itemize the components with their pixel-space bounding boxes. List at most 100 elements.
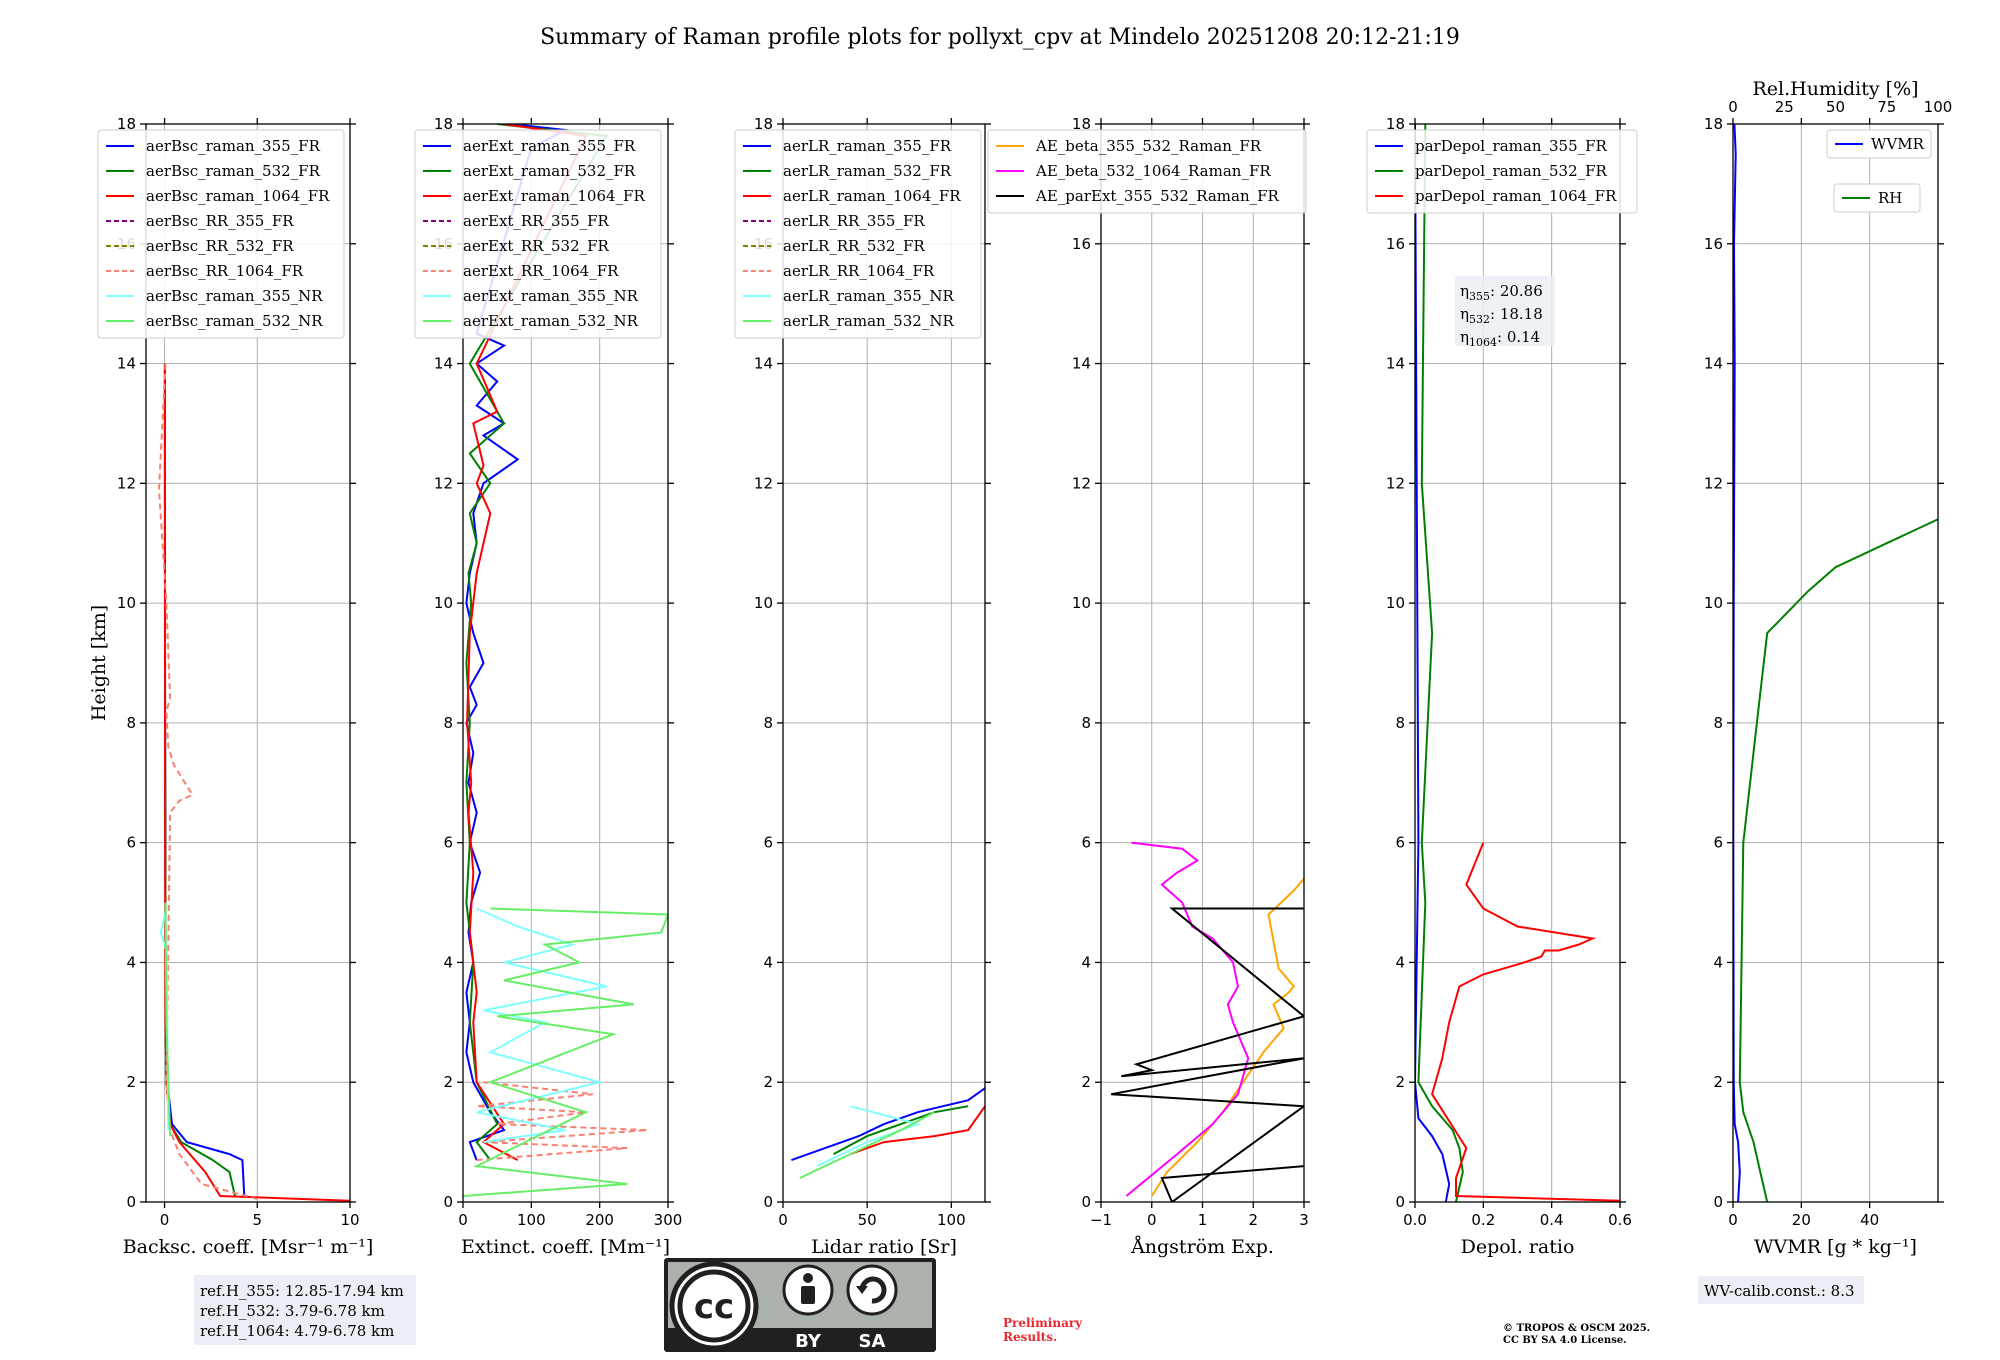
y-tick-label: 6 — [126, 834, 136, 852]
panel-bsc: 0246810121416180510Backsc. coeff. [Msr⁻¹… — [88, 115, 373, 1258]
y-tick-label: 0 — [126, 1193, 136, 1211]
y-tick-label: 8 — [1081, 714, 1091, 732]
y-tick-label: 2 — [126, 1073, 136, 1091]
legend-label: AE_parExt_355_532_Raman_FR — [1035, 187, 1280, 205]
legend-box — [734, 129, 982, 339]
y-tick-label: 4 — [1713, 953, 1723, 971]
series-line-aerBsc_raman_532_NR — [164, 902, 172, 1137]
y-tick-label: 18 — [1072, 115, 1091, 133]
cc-license-badge: cc BY SA — [664, 1258, 936, 1352]
y-tick-label: 4 — [126, 953, 136, 971]
y-tick-label: 14 — [1386, 355, 1405, 373]
x2-tick-label: 0 — [1728, 98, 1738, 116]
series-line-aerExt_raman_355_NR — [476, 907, 607, 1144]
legend-box — [1366, 129, 1638, 214]
ref-h-1064: ref.H_1064: 4.79-6.78 km — [200, 1322, 394, 1340]
legend-label: parDepol_raman_532_FR — [1415, 162, 1608, 180]
cc-logo-text: cc — [694, 1287, 734, 1327]
legend-box — [1833, 183, 1921, 213]
legend-label: aerExt_raman_355_NR — [463, 287, 639, 305]
eta-355: η355: 20.86 — [1460, 282, 1543, 303]
y-tick-label: 10 — [434, 594, 453, 612]
y-tick-label: 12 — [1704, 474, 1723, 492]
panel-ext: 0246810121416180100200300Extinct. coeff.… — [414, 115, 682, 1258]
series-line-parDepol_raman_532_FR — [1417, 124, 1464, 1202]
preliminary-line-2: Results. — [1003, 1330, 1057, 1344]
x-tick-label: 200 — [585, 1211, 614, 1229]
eta-symbol: η — [1460, 282, 1469, 300]
legend-label: aerExt_raman_532_FR — [463, 162, 636, 180]
panel-lr: 024681012141618050100Lidar ratio [Sr]aer… — [734, 115, 991, 1258]
y-tick-label: 0 — [1081, 1193, 1091, 1211]
y-tick-label: 8 — [443, 714, 453, 732]
legend-label: aerBsc_raman_355_NR — [146, 287, 323, 305]
y-tick-label: 12 — [434, 474, 453, 492]
y-tick-label: 12 — [1386, 474, 1405, 492]
y-tick-label: 2 — [1395, 1073, 1405, 1091]
series-line-aerExt_raman_1064_FR — [466, 124, 588, 1161]
eta-subscript: 355 — [1469, 290, 1490, 303]
x2-tick-label: 50 — [1826, 98, 1845, 116]
series-line-aerExt_raman_532_NR — [463, 907, 668, 1197]
eta-value: : 0.14 — [1497, 328, 1540, 346]
figure-title: Summary of Raman profile plots for polly… — [540, 25, 1460, 50]
ref-h-355: ref.H_355: 12.85-17.94 km — [200, 1282, 404, 1300]
series-line-aerLR_raman_1064_FR — [849, 1105, 985, 1156]
series-line-aerLR_raman_532_NR — [799, 1111, 935, 1179]
eta-value: : 18.18 — [1490, 305, 1543, 323]
y-tick-label: 4 — [1081, 953, 1091, 971]
y-tick-label: 10 — [117, 594, 136, 612]
y-axis-label: Height [km] — [88, 605, 110, 721]
x-axis-label: WVMR [g * kg⁻¹] — [1754, 1236, 1917, 1258]
y-tick-label: 0 — [763, 1193, 773, 1211]
legend-label: RH — [1878, 189, 1902, 207]
x-tick-label: 100 — [937, 1211, 966, 1229]
x-tick-label: 1 — [1198, 1211, 1208, 1229]
preliminary-note: Preliminary Results. — [1003, 1316, 1083, 1344]
x-tick-label: 20 — [1792, 1211, 1811, 1229]
legend-label: AE_beta_532_1064_Raman_FR — [1035, 162, 1271, 180]
legend-label: aerLR_RR_1064_FR — [783, 262, 935, 280]
series-line-AE_beta_355_532_Raman_FR — [1150, 877, 1304, 1197]
eta-value: : 20.86 — [1490, 282, 1543, 300]
axes-frame — [782, 123, 986, 1203]
series-line-parDepol_raman_1064_FR — [1431, 842, 1620, 1202]
y-tick-label: 14 — [434, 355, 453, 373]
y-tick-label: 18 — [434, 115, 453, 133]
plot-area-dep — [1415, 124, 1620, 1202]
plot-area-bsc — [157, 363, 350, 1202]
y-tick-label: 0 — [1713, 1193, 1723, 1211]
y-tick-label: 18 — [754, 115, 773, 133]
legend-label: aerLR_raman_532_FR — [783, 162, 952, 180]
legend-label: aerExt_RR_355_FR — [463, 212, 610, 230]
legend-label: aerBsc_raman_532_FR — [146, 162, 321, 180]
preliminary-line-1: Preliminary — [1003, 1316, 1083, 1330]
y-tick-label: 2 — [443, 1073, 453, 1091]
x2-tick-label: 100 — [1924, 98, 1953, 116]
series-line-aerBsc_raman_532_FR — [163, 363, 236, 1197]
y-tick-label: 4 — [443, 953, 453, 971]
y-tick-label: 18 — [117, 115, 136, 133]
y-tick-label: 8 — [1713, 714, 1723, 732]
y-tick-label: 10 — [1386, 594, 1405, 612]
x-tick-label: 50 — [858, 1211, 877, 1229]
legend-dep: parDepol_raman_355_FR parDepol_raman_532_… — [1366, 129, 1638, 214]
y-tick-label: 14 — [117, 355, 136, 373]
y-tick-label: 8 — [1395, 714, 1405, 732]
share-alike-icon — [846, 1264, 898, 1316]
legend-label: aerBsc_raman_355_FR — [146, 137, 321, 155]
y-tick-label: 16 — [1072, 235, 1091, 253]
plot-area-ang — [1111, 841, 1304, 1202]
series-line-parDepol_raman_355_FR — [1415, 124, 1451, 1202]
x-tick-label: 0.6 — [1608, 1211, 1632, 1229]
x-tick-label: 3 — [1299, 1211, 1309, 1229]
legend-label: AE_beta_355_532_Raman_FR — [1035, 137, 1262, 155]
y-tick-label: 12 — [1072, 474, 1091, 492]
y-tick-label: 18 — [1386, 115, 1405, 133]
panel-wv: 0 2 4 6 8 10 12 14 16 18 0 20 40 WVMR [g * kg⁻¹] Rel.H… — [1704, 78, 1953, 1258]
x-tick-label: −1 — [1090, 1211, 1112, 1229]
legend-box — [97, 129, 345, 339]
